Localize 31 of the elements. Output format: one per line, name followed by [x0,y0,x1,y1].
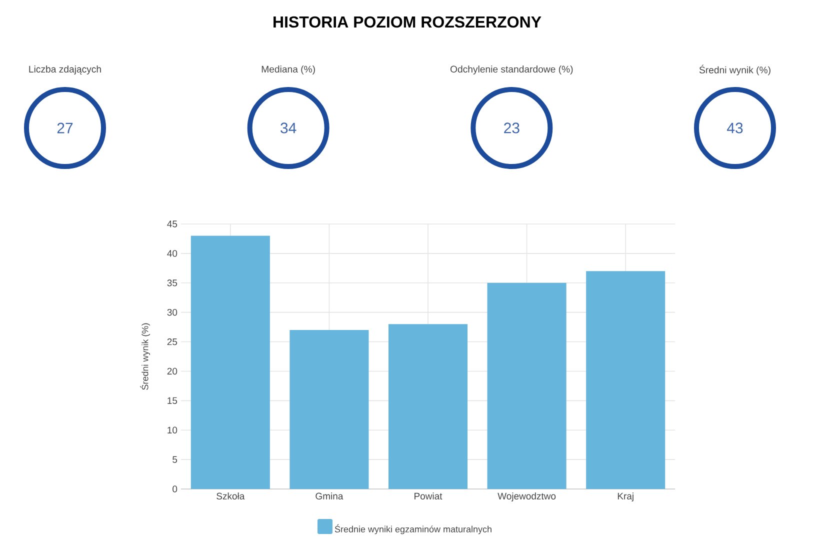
y-tick-label: 40 [167,250,178,257]
bar [290,330,369,489]
x-tick-label: Szkoła [216,492,245,500]
category-label: Średni wynik (%) [699,64,770,76]
y-tick-label: 0 [172,486,178,492]
category-label: Mediana (%) [262,66,315,74]
bar [388,324,468,489]
x-tick-label: Wojewodztwo [498,492,556,502]
category-label: Odchylenie standardowe (%) [450,66,573,74]
y-axis-title: Średni wynik (%) [140,323,150,390]
y-tick-label: 25 [167,338,178,346]
text: HISTORIA POZIOM ROZSZERZONY [274,16,542,28]
y-tick-label: 5 [172,456,178,463]
x-tick-label: Kraj [618,492,634,502]
y-tick-label: 35 [167,280,178,286]
y-tick-label: 10 [168,426,178,434]
data-label: 27 [57,122,73,134]
y-tick-label: 15 [168,397,178,404]
data-label: 43 [727,122,743,134]
bar [190,236,270,489]
category-label: Liczba zdających [29,66,101,74]
y-tick-label: 20 [167,368,178,375]
legend-label: Średnie wyniki egzaminów maturalnych [334,524,492,534]
data-label: 23 [504,122,520,134]
bar [487,282,566,489]
y-tick-label: 30 [167,308,178,316]
x-tick-label: Powiat [414,492,442,500]
bar [586,271,666,489]
data-label: 34 [280,122,296,134]
y-tick-label: 45 [167,220,178,228]
x-tick-label: Gmina [316,492,344,500]
